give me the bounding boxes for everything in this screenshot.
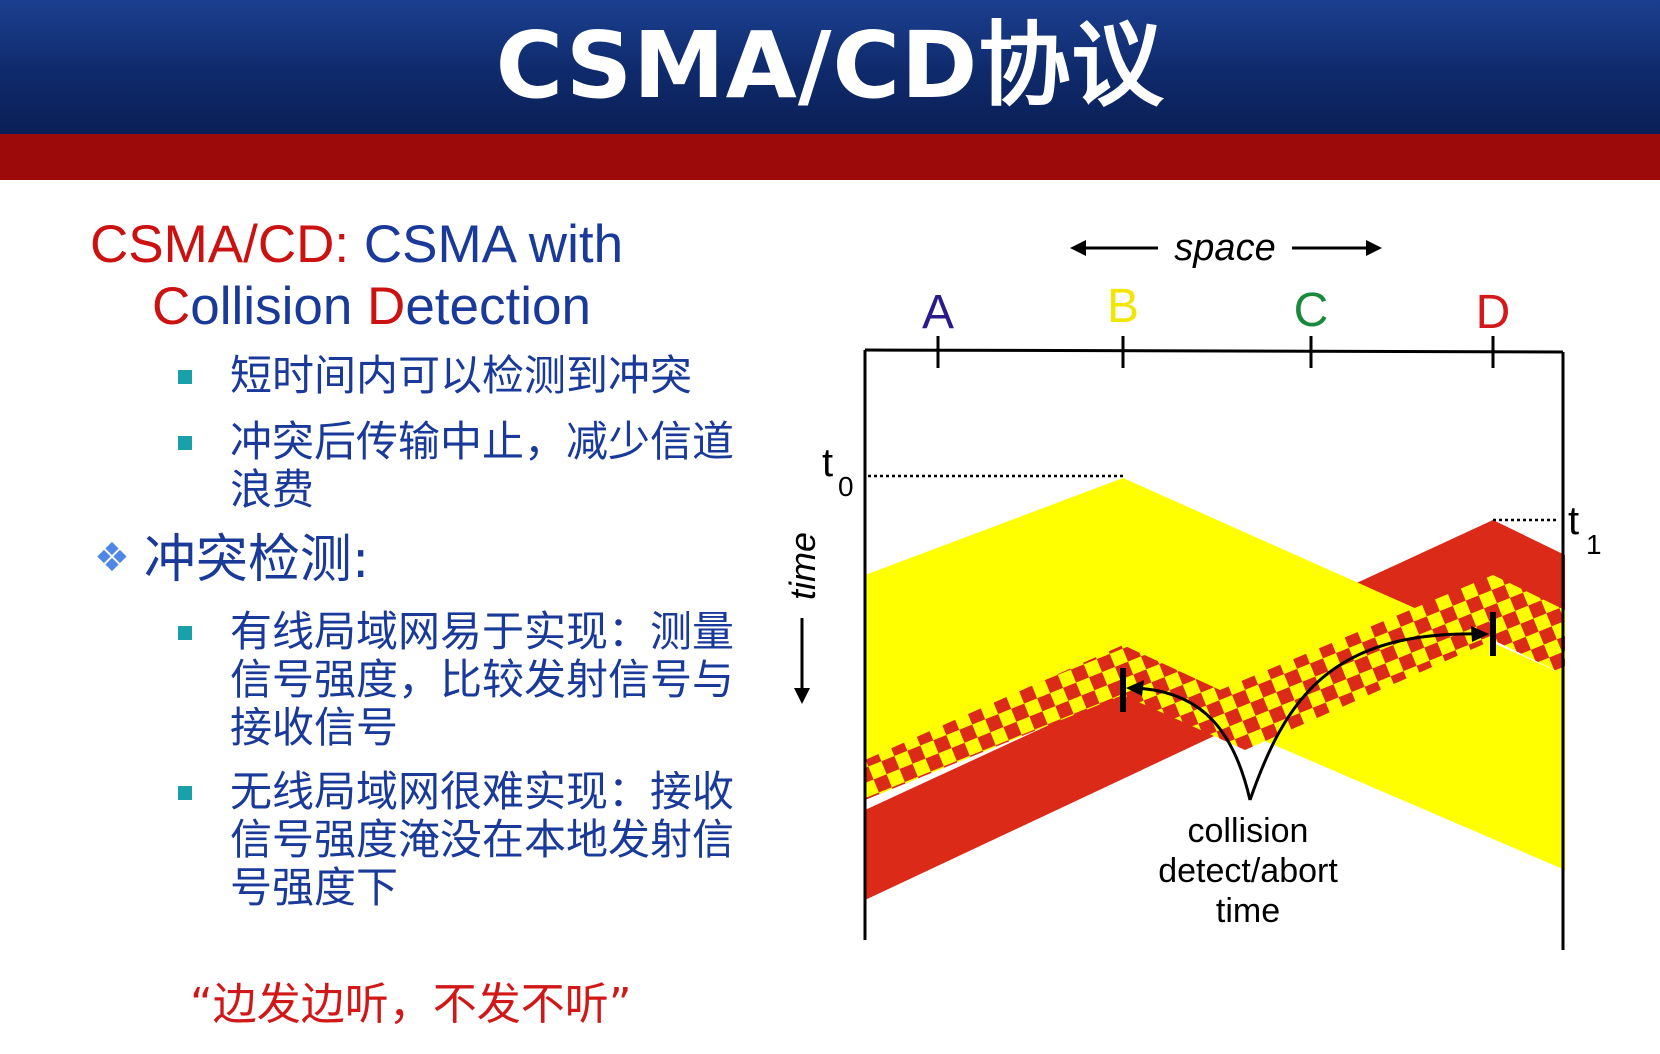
bullet-text: 有线局域网易于实现：测量信号强度，比较发射信号与接收信号: [230, 607, 735, 752]
bullet-square-icon: [178, 436, 192, 450]
heading-acronym: CSMA/CD:: [90, 215, 350, 274]
title-band: [0, 0, 1660, 134]
space-label: space: [1174, 227, 1275, 269]
heading-line2: Collision Detection: [90, 276, 623, 338]
bullet-text: 无线局域网很难实现：接收信号强度淹没在本地发射信号强度下: [230, 767, 735, 912]
bullet-text: 短时间内可以检测到冲突: [230, 351, 693, 400]
signal-b-band: [865, 478, 1565, 870]
collision-overlap: [865, 575, 1565, 800]
node-label-d: D: [1476, 286, 1511, 339]
heading-ollision: ollision: [190, 277, 368, 336]
bullet-2: 冲突后传输中止，减少信道浪费: [178, 418, 748, 514]
heading-text: CSMA with: [349, 215, 624, 274]
bullet-3: 有线局域网易于实现：测量信号强度，比较发射信号与接收信号: [178, 608, 748, 752]
summary-quote: “边发边听，不发不听”: [190, 979, 632, 1030]
accent-band: [0, 134, 1660, 180]
bullet-1: 短时间内可以检测到冲突: [178, 352, 748, 400]
diagram-frame: [863, 336, 1565, 950]
heading-etection: etection: [405, 277, 591, 336]
section-label: 冲突检测:: [143, 530, 370, 590]
annotation-line-3: time: [1216, 892, 1280, 930]
heading-c: C: [152, 277, 191, 336]
annotation-line-2: detect/abort: [1158, 852, 1338, 890]
signal-bands: [865, 478, 1565, 900]
space-arrowhead-left-icon: [1070, 240, 1086, 256]
heading: CSMA/CD: CSMA with Collision Detection: [90, 214, 623, 338]
t1-subscript: 1: [1586, 529, 1602, 560]
bullet-square-icon: [178, 626, 192, 640]
heading-d: D: [367, 277, 406, 336]
bullet-square-icon: [178, 370, 192, 384]
node-label-c: C: [1294, 284, 1329, 337]
t0-subscript: 0: [838, 471, 854, 502]
section-heading: ❖ 冲突检测:: [94, 528, 369, 590]
node-label-b: B: [1107, 280, 1139, 333]
arrowhead-left-icon: [1126, 680, 1144, 696]
time-arrowhead-icon: [794, 688, 810, 704]
space-axis: [864, 348, 1564, 354]
bullet-text: 冲突后传输中止，减少信道浪费: [230, 417, 735, 514]
node-label-a: A: [922, 286, 954, 339]
slide-title: CSMA/CD协议: [495, 12, 1165, 119]
arrowhead-right-icon: [1471, 626, 1489, 642]
t0-label: t: [822, 441, 833, 485]
time-label: time: [782, 532, 823, 600]
annotation-arrow-right: [1248, 632, 1484, 801]
annotation-arrow-left: [1131, 686, 1252, 801]
annotation-line-1: collision: [1188, 812, 1309, 850]
space-arrowhead-right-icon: [1366, 240, 1382, 256]
diamond-bullet-icon: ❖: [94, 535, 130, 581]
bullet-4: 无线局域网很难实现：接收信号强度淹没在本地发射信号强度下: [178, 768, 748, 912]
bullet-square-icon: [178, 786, 192, 800]
t1-label: t: [1568, 499, 1579, 543]
